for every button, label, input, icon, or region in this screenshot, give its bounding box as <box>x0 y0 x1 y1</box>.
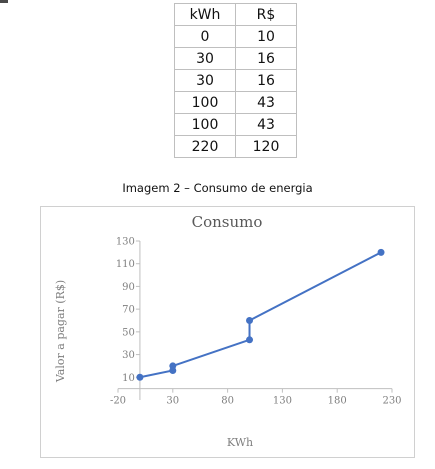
energy-table: kWh R$ 0 10 30 16 30 16 100 43 100 43 220 120 <box>174 3 297 158</box>
table-header-price: R$ <box>235 3 297 26</box>
y-tick-label: 130 <box>116 237 135 248</box>
y-tick-label: 90 <box>122 282 135 293</box>
y-tick-label: 50 <box>122 327 135 338</box>
y-tick-label: 70 <box>122 305 135 316</box>
y-tick-label: 110 <box>116 259 135 270</box>
table-cell-kwh: 30 <box>174 47 236 70</box>
table-row: 0 10 <box>174 25 297 48</box>
table-cell-kwh: 220 <box>174 135 236 158</box>
table-cell-price: 43 <box>235 113 297 136</box>
table-cell-price: 16 <box>235 69 297 92</box>
x-tick-label: 130 <box>273 396 292 407</box>
x-tick-label: 230 <box>382 396 401 407</box>
y-tick-label: 10 <box>122 373 135 384</box>
figure-caption: Imagem 2 – Consumo de energia <box>122 181 313 195</box>
table-cell-price: 16 <box>235 47 297 70</box>
data-point <box>136 373 144 381</box>
table-cell-price: 10 <box>235 25 297 48</box>
table-row: 30 16 <box>174 47 297 70</box>
table-header-row: kWh R$ <box>174 3 297 26</box>
table-cell-kwh: 30 <box>174 69 236 92</box>
data-point <box>246 317 254 324</box>
table-row: 100 43 <box>174 113 297 136</box>
y-axis-label: Valor a pagar (R$) <box>54 280 67 383</box>
series-line <box>139 251 382 379</box>
x-axis-label: KWh <box>227 436 253 449</box>
table-row: 30 16 <box>174 69 297 92</box>
chart-title: Consumo <box>192 213 263 231</box>
chart-frame: Consumo 130 110 90 70 50 30 10 -20 30 80 130 180 230… <box>40 206 415 458</box>
x-tick-label: -20 <box>110 396 126 407</box>
table-cell-price: 43 <box>235 91 297 114</box>
table-cell-kwh: 100 <box>174 91 236 114</box>
data-point <box>246 336 254 344</box>
table-cell-price: 120 <box>235 135 297 158</box>
y-tick-label: 30 <box>122 350 135 361</box>
table-row: 220 120 <box>174 135 297 158</box>
x-tick-label: 180 <box>328 396 347 407</box>
table-header-kwh: kWh <box>174 3 236 26</box>
line-chart: Consumo 130 110 90 70 50 30 10 -20 30 80 130 180 230… <box>54 213 402 449</box>
x-tick-label: 30 <box>166 396 179 407</box>
table-cell-kwh: 100 <box>174 113 236 136</box>
x-tick-label: 80 <box>221 396 234 407</box>
table-cell-kwh: 0 <box>174 25 236 48</box>
data-point <box>377 248 385 256</box>
table-row: 100 43 <box>174 91 297 114</box>
corner-marker <box>0 0 8 3</box>
data-point <box>169 362 177 370</box>
